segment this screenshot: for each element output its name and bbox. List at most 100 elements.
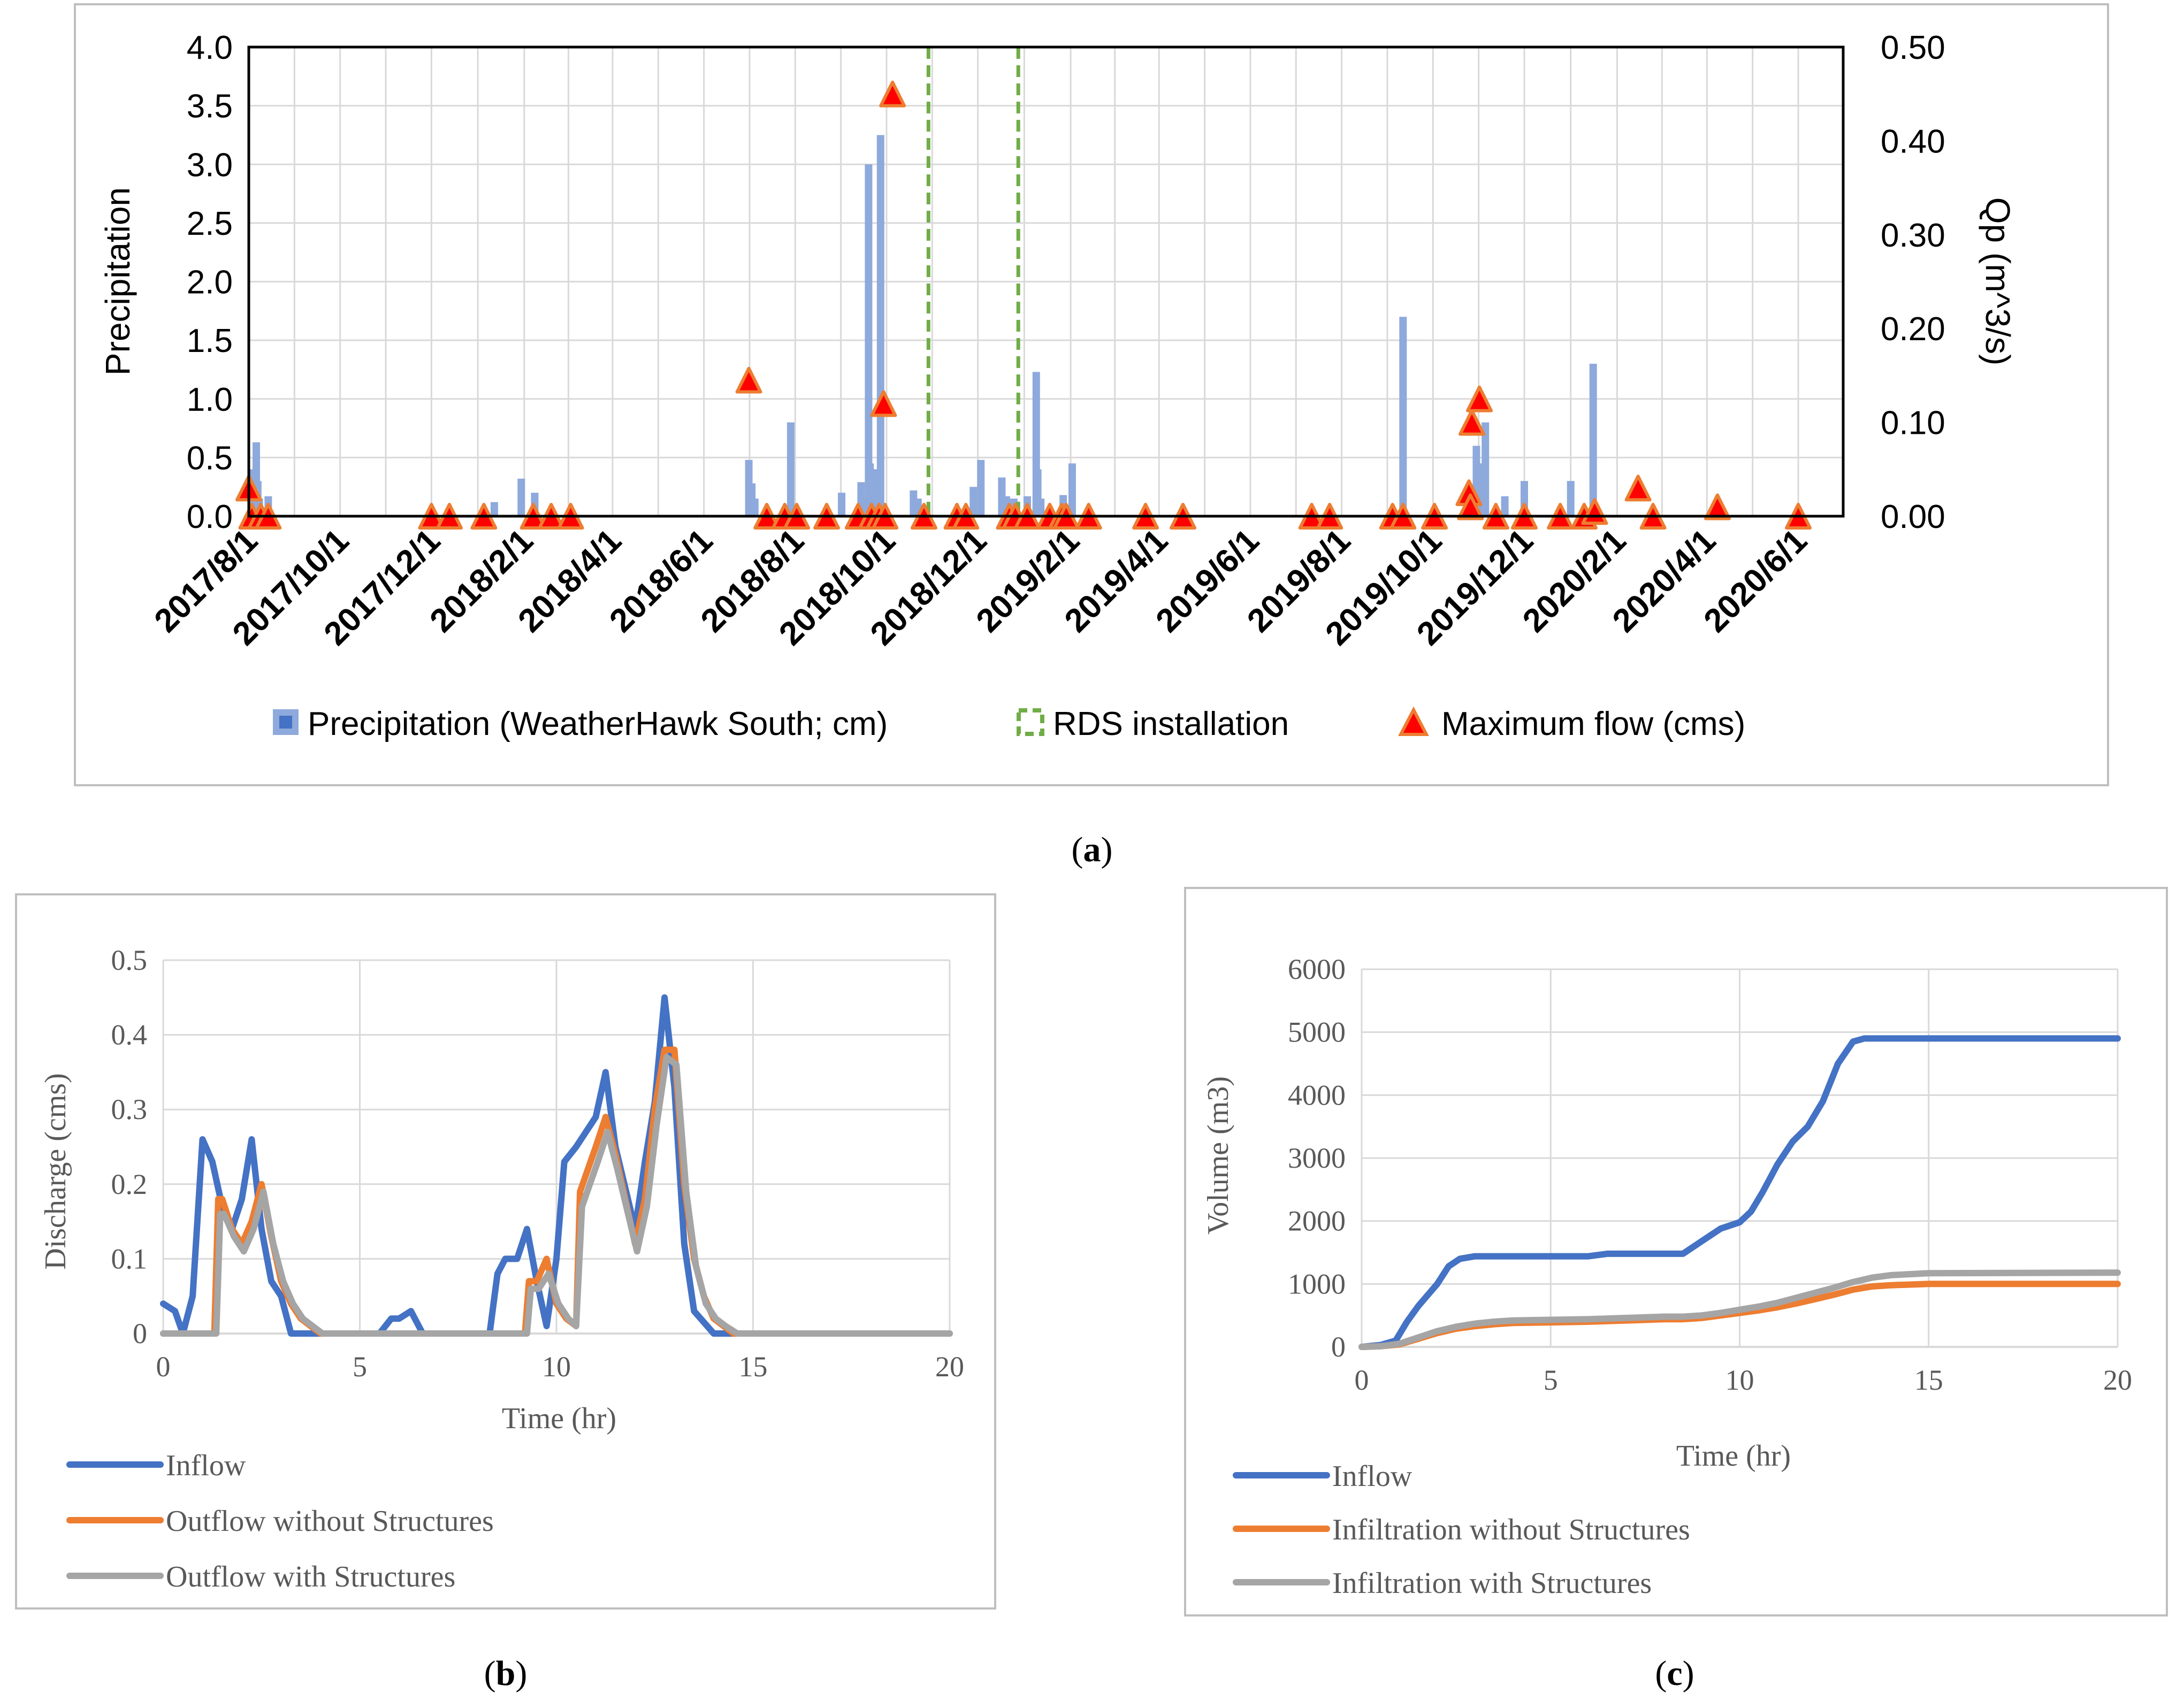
y-tick-label: 0.1 <box>111 1243 148 1275</box>
panel-a-left-axis-ticks: 0.0 0.5 1.0 1.5 2.0 2.5 3.0 3.5 4.0 <box>187 29 233 535</box>
legend-label-1: Inflow <box>166 1449 246 1482</box>
legend-label-2: Outflow without Structures <box>166 1505 494 1538</box>
panel-b-frame <box>15 893 996 1610</box>
y-tick-label: 4000 <box>1288 1079 1346 1111</box>
x-tick-label: 20 <box>2103 1364 2132 1396</box>
maximum-flow-marker <box>1624 474 1652 502</box>
precipitation-bar <box>876 135 884 516</box>
y-tick-label: 0.5 <box>111 944 148 976</box>
series-line-3 <box>160 1054 953 1337</box>
panel-b-x-axis-label: Time (hr) <box>502 1402 616 1435</box>
caption-b: (b) <box>484 1654 528 1693</box>
x-tick-label: 15 <box>1914 1364 1943 1396</box>
legend-precipitation-label: Precipitation (WeatherHawk South; cm) <box>308 706 888 742</box>
x-tick-label: 10 <box>542 1351 571 1383</box>
panel-c-y-axis-label: Volume (m3) <box>1202 1076 1235 1235</box>
precipitation-bar <box>490 502 498 516</box>
series-line-1 <box>1358 1035 2121 1350</box>
x-tick-label: 10 <box>1725 1364 1754 1396</box>
panel-a-y-tick-label: 2.0 <box>187 264 233 301</box>
precipitation-bar <box>1399 317 1407 516</box>
panel-a-y2-tick-label: 0.50 <box>1881 29 1945 66</box>
legend-label-3: Infiltration with Structures <box>1332 1567 1652 1600</box>
y-tick-label: 0.2 <box>111 1168 148 1200</box>
legend-precipitation: Precipitation (WeatherHawk South; cm) <box>273 706 888 742</box>
precipitation-bar <box>838 493 846 516</box>
precipitation-bar <box>1501 496 1509 516</box>
caption-a: (a) <box>1072 830 1113 869</box>
panel-a-y2-tick-label: 0.10 <box>1881 405 1945 442</box>
y-tick-label: 0 <box>1331 1331 1346 1363</box>
panel-a-y-tick-label: 2.5 <box>187 205 233 242</box>
precipitation-bar <box>977 459 985 516</box>
panel-a-plot-border <box>247 45 1845 518</box>
caption-b-letter: b <box>496 1654 516 1693</box>
y-tick-label: 3000 <box>1288 1142 1346 1174</box>
panel-b-x-axis-ticks: 0 5 10 15 20 <box>156 1351 965 1383</box>
legend-flow: Maximum flow (cms) <box>1398 706 1745 742</box>
legend-rds: RDS installation <box>1017 706 1289 742</box>
panel-a-y-tick-label: 3.5 <box>187 88 233 125</box>
x-tick-label: 5 <box>1544 1364 1558 1396</box>
caption-c: (c) <box>1655 1654 1694 1693</box>
x-tick-label: 20 <box>935 1351 964 1383</box>
precipitation-bar <box>786 422 795 516</box>
caption-c-letter: c <box>1667 1654 1682 1693</box>
legend-flow-marker <box>1398 706 1429 736</box>
x-tick-label: 15 <box>739 1351 768 1383</box>
precipitation-bar <box>969 487 978 516</box>
panel-c-x-axis-label: Time (hr) <box>1676 1439 1791 1473</box>
panel-a-legend: Precipitation (WeatherHawk South; cm) RD… <box>273 706 1745 742</box>
panel-a-y2-tick-label: 0.30 <box>1881 217 1945 254</box>
precipitation-bar <box>751 499 759 516</box>
precipitation-bar <box>1589 363 1597 516</box>
maximum-flow-marker <box>1704 493 1731 520</box>
precipitation-bar <box>865 164 873 516</box>
panel-b-series-lines <box>160 994 953 1337</box>
panel-a-right-axis-ticks: 0.00 0.10 0.20 0.30 0.40 0.50 <box>1881 29 1945 535</box>
precipitation-bar <box>1037 499 1045 516</box>
y-tick-label: 0.3 <box>111 1093 148 1125</box>
legend-precipitation-swatch-core <box>279 716 292 729</box>
legend-label-3: Outflow with Structures <box>166 1560 455 1593</box>
maximum-flow-marker <box>1466 385 1493 412</box>
panel-a-y2-tick-label: 0.00 <box>1881 499 1945 535</box>
panel-c-gridlines <box>1361 968 2119 1348</box>
maximum-flow-marker <box>879 80 906 108</box>
panel-a-y-tick-label: 3.0 <box>187 147 233 183</box>
panel-a-y-tick-label: 1.5 <box>187 323 233 359</box>
panel-a-y2-tick-label: 0.20 <box>1881 311 1945 348</box>
maximum-flow-marker <box>870 390 897 417</box>
panel-c-chart: 0 1000 2000 3000 4000 5000 6000 0 5 10 15 20 Volum… <box>1184 887 2168 1616</box>
panel-a-y-axis-label: Precipitation <box>98 187 137 376</box>
panel-a-y-tick-label: 0.5 <box>187 440 233 477</box>
precipitation-bar <box>517 478 525 516</box>
panel-a-y2-tick-label: 0.40 <box>1881 123 1945 160</box>
y-tick-label: 2000 <box>1288 1205 1346 1237</box>
panel-a-y-tick-label: 0.0 <box>187 499 233 535</box>
maximum-flow-marker <box>735 366 762 394</box>
y-tick-label: 5000 <box>1288 1016 1346 1048</box>
y-tick-label: 0 <box>133 1317 147 1350</box>
x-tick-label: 0 <box>1355 1364 1369 1396</box>
panel-b-y-axis-ticks: 0 0.1 0.2 0.3 0.4 0.5 <box>111 944 148 1350</box>
panel-c-series-lines <box>1358 1035 2121 1350</box>
panel-c-x-axis-ticks: 0 5 10 15 20 <box>1355 1364 2133 1396</box>
legend-label-1: Inflow <box>1332 1460 1412 1493</box>
caption-a-letter: a <box>1083 830 1101 869</box>
x-tick-label: 5 <box>353 1351 367 1383</box>
panel-a-frame <box>74 3 2109 786</box>
panel-a-chart: 0.0 0.5 1.0 1.5 2.0 2.5 3.0 3.5 4.0 0.00 0.10 0.20… <box>74 3 2109 786</box>
panel-b-y-axis-label: Discharge (cms) <box>39 1073 72 1270</box>
series-line-3 <box>1358 1269 2121 1350</box>
precipitation-bar <box>1567 481 1575 516</box>
legend-label-2: Infiltration without Structures <box>1332 1513 1690 1546</box>
panel-a-y2-axis-label: Qp (m^3/s) <box>1979 197 2017 366</box>
maximum-flow-marker <box>1458 409 1486 436</box>
precipitation-bar <box>1068 463 1076 516</box>
panel-c-y-axis-ticks: 0 1000 2000 3000 4000 5000 6000 <box>1288 953 1346 1363</box>
precipitation-bar <box>1482 422 1490 516</box>
x-tick-label: 0 <box>156 1351 171 1383</box>
panel-a-gridlines <box>248 46 1843 517</box>
